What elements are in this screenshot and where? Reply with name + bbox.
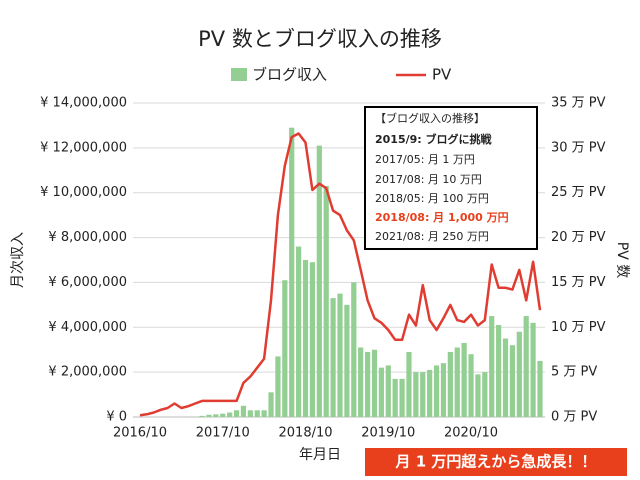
y2-tick-label: 20 万 PV (551, 230, 606, 245)
y-tick-label: ¥ 10,000,000 (40, 185, 127, 200)
bar (323, 185, 329, 417)
bar (289, 127, 295, 418)
bar (199, 415, 205, 417)
y2-axis-title: PV 数 (614, 242, 630, 278)
y2-tick-label: 5 万 PV (551, 365, 597, 380)
x-tick-label: 2019/10 (361, 426, 415, 441)
x-axis-title: 年月日 (299, 447, 341, 463)
bar (220, 413, 226, 417)
bar (482, 372, 488, 417)
y-tick-label: ¥ 8,000,000 (48, 230, 127, 245)
bar (530, 322, 536, 417)
bar (440, 363, 447, 417)
bar (302, 260, 309, 417)
y2-tick-label: 30 万 PV (551, 140, 606, 155)
bar (413, 372, 419, 417)
y-axis-title: 月次収入 (10, 232, 26, 288)
x-tick-label: 2017/10 (196, 426, 250, 441)
y-tick-label: ¥ 2,000,000 (48, 365, 127, 380)
bar (461, 342, 467, 417)
annotation-line: 2017/05: 月 1 万円 (375, 153, 475, 166)
x-tick-label: 2020/10 (444, 426, 498, 441)
bar (433, 365, 440, 417)
annotation-line: 2018/05: 月 100 万円 (375, 192, 489, 205)
bar (337, 293, 343, 417)
bar (309, 262, 316, 417)
x-tick-label: 2016/10 (113, 426, 167, 441)
bar (489, 316, 495, 417)
y-tick-label: ¥ 14,000,000 (40, 96, 127, 111)
bar (316, 145, 322, 417)
y2-tick-label: 15 万 PV (551, 275, 606, 290)
bar (254, 410, 260, 417)
bar (371, 349, 378, 417)
legend-label: ブログ収入 (252, 66, 327, 84)
bar (358, 347, 364, 417)
bar (364, 351, 371, 417)
bar (468, 354, 474, 417)
bar (268, 392, 274, 417)
bar (261, 410, 267, 417)
legend-swatch (231, 68, 247, 81)
annotation-line: 2015/9: ブログに挑戦 (375, 132, 493, 146)
x-tick-label: 2018/10 (279, 426, 333, 441)
bar (454, 347, 460, 417)
annotation-frame (364, 106, 538, 250)
bar (496, 325, 502, 417)
bar (351, 282, 357, 417)
bar (406, 351, 412, 417)
y2-tick-label: 10 万 PV (551, 320, 606, 335)
callout-box (365, 448, 627, 476)
bar (392, 378, 398, 417)
bar (516, 331, 522, 417)
bar (206, 414, 212, 417)
bar (282, 280, 288, 417)
bar (399, 378, 405, 417)
bar (233, 410, 240, 417)
bar (378, 367, 384, 417)
bar (247, 410, 253, 417)
bar (420, 372, 426, 417)
y-tick-label: ¥ 6,000,000 (48, 275, 127, 290)
bar (447, 351, 453, 417)
bar (227, 412, 233, 417)
bar (523, 316, 529, 417)
y2-tick-label: 25 万 PV (551, 185, 606, 200)
annotation-line: 2021/08: 月 250 万円 (375, 230, 489, 243)
line (139, 132, 542, 417)
chart-title: PV 数とブログ収入の推移 (198, 27, 442, 51)
bar (296, 246, 302, 417)
y-tick-label: ¥ 4,000,000 (48, 320, 127, 335)
bar (240, 405, 247, 417)
y-tick-label: ¥ 0 (106, 410, 127, 425)
annotation-line: 2017/08: 月 10 万円 (375, 173, 482, 186)
bar (213, 414, 219, 417)
bar (502, 338, 509, 417)
bar (475, 374, 481, 417)
bar (509, 345, 516, 417)
y2-tick-label: 0 万 PV (551, 410, 597, 425)
bar (330, 298, 336, 417)
annotation-box: 【ブログ収入の推移】 2015/9: ブログに挑戦 2017/05: 月 1 万… (364, 106, 538, 250)
bar (385, 365, 391, 417)
bar (344, 304, 350, 417)
bar (537, 360, 543, 417)
bar (427, 369, 433, 417)
callout-text: 月 1 万円超えから急成長！！ (395, 453, 597, 471)
bar (275, 356, 281, 417)
annotation-title: 【ブログ収入の推移】 (375, 111, 485, 125)
legend-label: PV (432, 66, 452, 84)
annotation-line: 2018/08: 月 1,000 万円 (375, 211, 509, 224)
y-tick-label: ¥ 12,000,000 (40, 140, 127, 155)
y2-tick-label: 35 万 PV (551, 96, 606, 111)
